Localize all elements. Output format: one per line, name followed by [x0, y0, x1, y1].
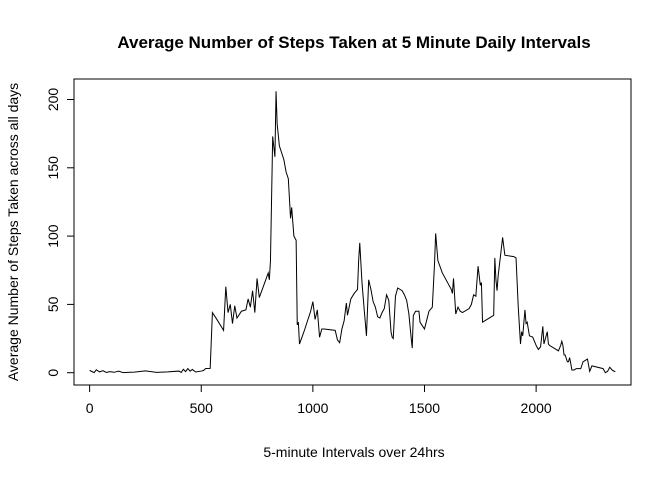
y-tick-label: 150 [45, 156, 61, 180]
y-axis-label: Average Number of Steps Taken across all… [5, 83, 21, 381]
y-tick-label: 200 [45, 88, 61, 112]
y-tick-label: 50 [45, 296, 61, 312]
y-tick-label: 100 [45, 224, 61, 248]
series-line [89, 91, 616, 374]
x-tick-label: 0 [86, 400, 94, 416]
x-axis-label: 5-minute Intervals over 24hrs [263, 444, 444, 460]
x-tick-label: 2000 [521, 400, 552, 416]
y-tick-label: 0 [45, 369, 61, 377]
x-tick-label: 500 [190, 400, 214, 416]
chart-title: Average Number of Steps Taken at 5 Minut… [117, 33, 590, 52]
x-tick-label: 1500 [409, 400, 440, 416]
x-axis: 0 500 1000 1500 2000 [86, 384, 552, 416]
x-tick-label: 1000 [297, 400, 328, 416]
y-axis: 0 50 100 150 200 [45, 88, 75, 377]
